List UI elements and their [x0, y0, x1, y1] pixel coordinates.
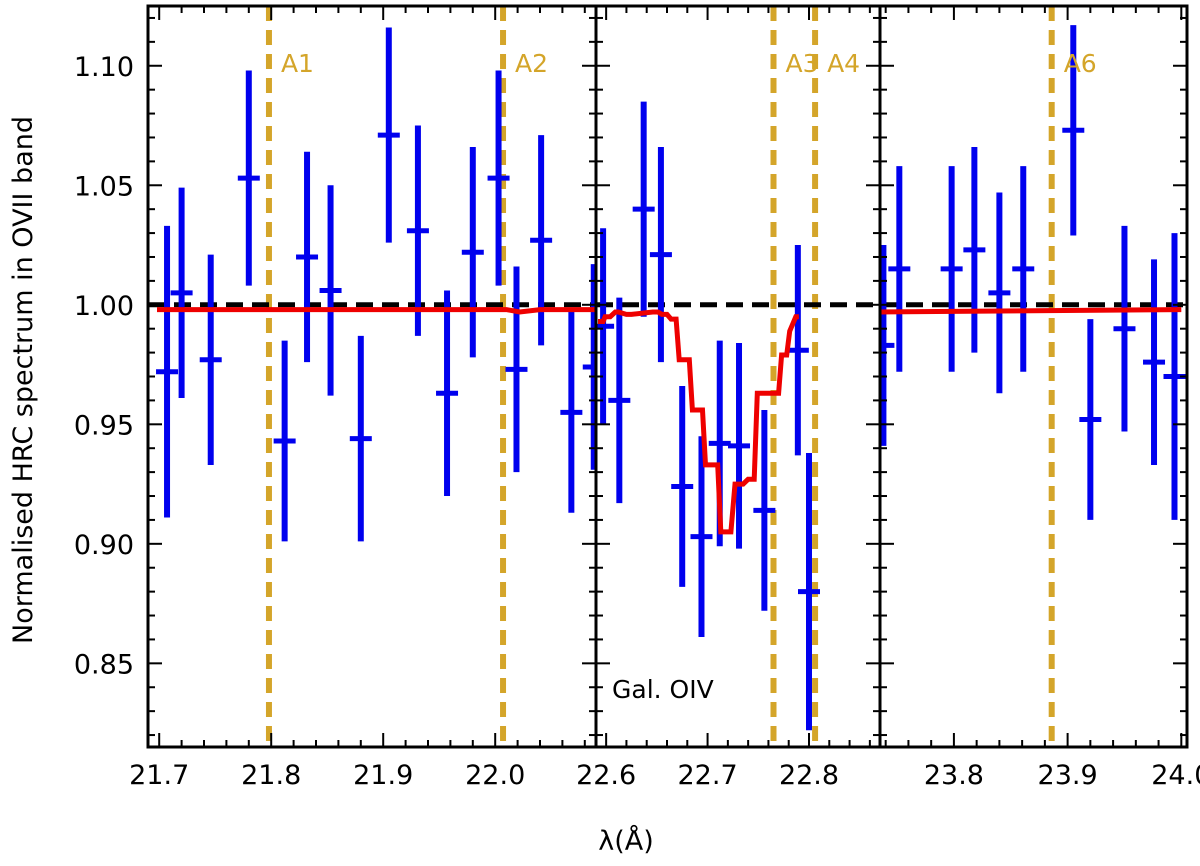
- marker-label-a3: A3: [786, 49, 819, 78]
- data-point: [649, 147, 672, 363]
- data-point: [530, 135, 553, 346]
- data-point: [786, 245, 809, 456]
- data-point: [319, 185, 342, 396]
- data-point: [888, 166, 911, 372]
- data-point: [798, 452, 820, 731]
- x-tick-label: 21.7: [129, 760, 189, 791]
- model-line: [598, 309, 799, 535]
- data-point: [1143, 259, 1166, 465]
- data-point: [582, 264, 596, 470]
- x-tick-label: 24.0: [1151, 760, 1200, 791]
- data-point: [273, 340, 296, 542]
- data-point: [880, 245, 895, 446]
- panel-3: A6 23.8 23.9 24.0: [878, 4, 1200, 791]
- data-point: [199, 254, 222, 465]
- panel-frame: [878, 4, 1189, 749]
- data-point: [560, 311, 583, 513]
- data-point: [728, 343, 751, 549]
- y-axis: 0.85 0.90 0.95 1.00 1.05 1.10: [74, 52, 134, 681]
- y-tick-label: 0.95: [74, 410, 134, 441]
- plot-panels: A1 A2 21.7 21.8 21.9 22.0 A3 A4 Gal. OIV 22.6 22.7…: [129, 4, 1200, 791]
- data-point: [461, 147, 484, 358]
- marker-label-a4: A4: [827, 49, 860, 78]
- x-tick-label: 21.8: [241, 760, 301, 791]
- y-tick-label: 1.05: [74, 171, 134, 202]
- data-point: [1062, 25, 1085, 236]
- y-tick-label: 1.00: [74, 291, 134, 322]
- data-point: [1012, 166, 1035, 372]
- panel-frame: [146, 4, 598, 749]
- x-axis-label: λ(Å): [598, 825, 654, 857]
- panel-content: [596, 6, 880, 747]
- data-point: [988, 192, 1011, 394]
- data-point: [505, 266, 528, 473]
- y-tick-label: 1.10: [74, 52, 134, 83]
- x-tick-label: 22.7: [678, 760, 738, 791]
- data-point: [596, 228, 615, 425]
- model-line: [157, 307, 595, 315]
- x-tick-label: 23.9: [1038, 760, 1098, 791]
- x-tick-label: 21.9: [353, 760, 413, 791]
- data-point: [1079, 319, 1102, 520]
- model-line: [881, 307, 1182, 315]
- data-point: [296, 151, 319, 363]
- x-tick-label: 22.0: [465, 760, 525, 791]
- data-point: [237, 70, 260, 286]
- data-point: [690, 436, 713, 638]
- data-point: [349, 335, 372, 542]
- data-point: [170, 187, 193, 399]
- data-point: [963, 147, 986, 353]
- annotation-label: Gal. OIV: [612, 675, 714, 704]
- data-point: [436, 290, 459, 497]
- data-point: [671, 386, 694, 587]
- y-tick-label: 0.90: [74, 530, 134, 561]
- data-point: [377, 27, 400, 243]
- data-point: [406, 125, 429, 336]
- marker-label-a6: A6: [1064, 49, 1097, 78]
- panel-1: A1 A2 21.7 21.8 21.9 22.0: [129, 4, 598, 791]
- panel-2: A3 A4 Gal. OIV 22.6 22.7 22.8: [576, 4, 882, 791]
- data-point: [608, 297, 631, 504]
- data-point: [940, 166, 963, 372]
- marker-label-a2: A2: [515, 49, 548, 78]
- x-tick-label: 23.8: [924, 760, 984, 791]
- y-tick-label: 0.85: [74, 649, 134, 680]
- y-axis-label: Normalised HRC spectrum in OVII band: [8, 116, 39, 644]
- data-point: [753, 409, 776, 611]
- data-point: [632, 101, 655, 317]
- data-point: [1113, 225, 1136, 432]
- data-point: [156, 225, 179, 518]
- marker-label-a1: A1: [281, 49, 314, 78]
- x-tick-label: 22.8: [779, 760, 839, 791]
- panel-content: [880, 6, 1187, 747]
- panel-content: [148, 6, 596, 747]
- data-point: [487, 70, 510, 286]
- x-tick-label: 22.6: [576, 760, 636, 791]
